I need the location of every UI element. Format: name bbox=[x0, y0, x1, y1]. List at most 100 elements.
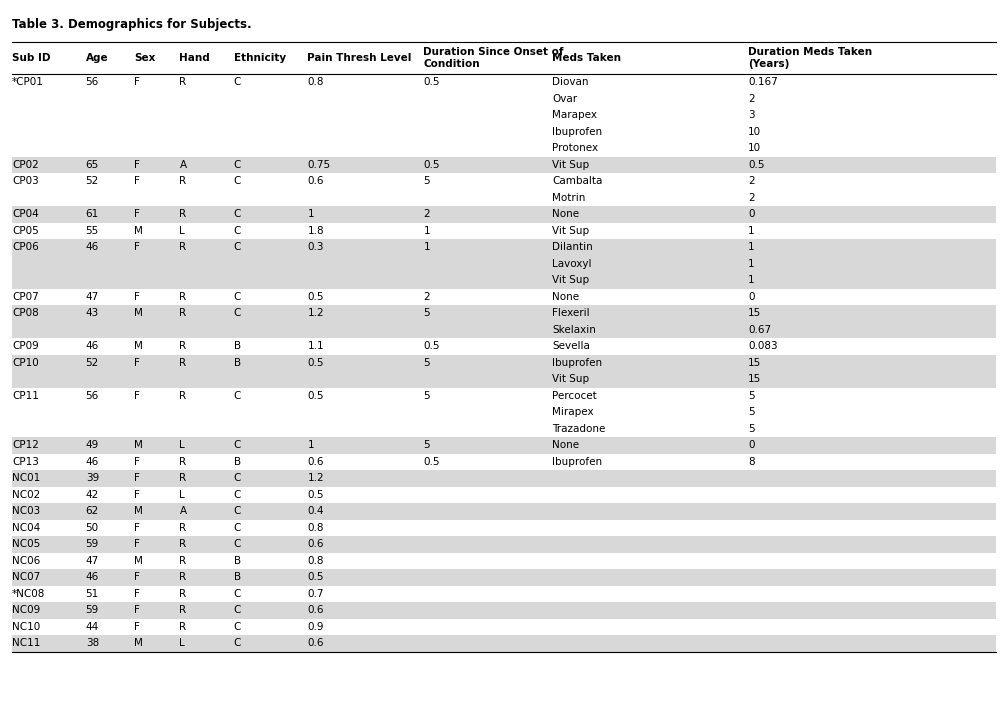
Text: Flexeril: Flexeril bbox=[552, 308, 590, 318]
Text: None: None bbox=[552, 440, 580, 450]
Text: 46: 46 bbox=[86, 457, 99, 467]
Text: 1: 1 bbox=[423, 226, 430, 236]
Text: Percocet: Percocet bbox=[552, 390, 597, 401]
Text: 0.3: 0.3 bbox=[307, 243, 324, 252]
Text: Age: Age bbox=[86, 53, 108, 63]
Text: 0.6: 0.6 bbox=[307, 176, 324, 186]
Text: 0: 0 bbox=[748, 440, 754, 450]
Text: 2: 2 bbox=[748, 176, 755, 186]
Bar bbox=[12, 437, 996, 454]
Text: R: R bbox=[179, 556, 186, 566]
Text: Ibuprofen: Ibuprofen bbox=[552, 127, 603, 137]
Text: NC05: NC05 bbox=[12, 539, 40, 550]
Bar bbox=[12, 486, 996, 503]
Text: 0.5: 0.5 bbox=[423, 341, 439, 351]
Text: C: C bbox=[234, 77, 241, 87]
Text: 1: 1 bbox=[748, 243, 755, 252]
Bar bbox=[12, 388, 996, 404]
Text: R: R bbox=[179, 473, 186, 483]
Text: 5: 5 bbox=[423, 176, 430, 186]
Text: C: C bbox=[234, 605, 241, 615]
Text: 5: 5 bbox=[748, 390, 755, 401]
Text: 0.5: 0.5 bbox=[307, 390, 324, 401]
Text: C: C bbox=[234, 539, 241, 550]
Text: 43: 43 bbox=[86, 308, 99, 318]
Text: 49: 49 bbox=[86, 440, 99, 450]
Bar bbox=[12, 90, 996, 107]
Text: F: F bbox=[134, 622, 140, 632]
Text: Diovan: Diovan bbox=[552, 77, 589, 87]
Text: 56: 56 bbox=[86, 77, 99, 87]
Text: M: M bbox=[134, 440, 143, 450]
Bar bbox=[12, 140, 996, 156]
Text: Protonex: Protonex bbox=[552, 143, 599, 154]
Text: CP03: CP03 bbox=[12, 176, 39, 186]
Text: 1: 1 bbox=[748, 275, 755, 285]
Text: B: B bbox=[234, 556, 241, 566]
Text: C: C bbox=[234, 308, 241, 318]
Text: R: R bbox=[179, 539, 186, 550]
Text: R: R bbox=[179, 308, 186, 318]
Text: CP07: CP07 bbox=[12, 292, 39, 301]
Text: 5: 5 bbox=[423, 440, 430, 450]
Bar bbox=[12, 519, 996, 536]
Text: Vit Sup: Vit Sup bbox=[552, 374, 590, 384]
Text: NC09: NC09 bbox=[12, 605, 40, 615]
Text: 59: 59 bbox=[86, 539, 99, 550]
Text: 0.7: 0.7 bbox=[307, 589, 324, 599]
Text: 39: 39 bbox=[86, 473, 99, 483]
Bar bbox=[12, 355, 996, 371]
Bar bbox=[12, 289, 996, 305]
Text: B: B bbox=[234, 358, 241, 368]
Text: 0.5: 0.5 bbox=[423, 457, 439, 467]
Text: CP13: CP13 bbox=[12, 457, 39, 467]
Text: 1: 1 bbox=[307, 210, 314, 219]
Text: C: C bbox=[234, 622, 241, 632]
Text: NC01: NC01 bbox=[12, 473, 40, 483]
Text: C: C bbox=[234, 390, 241, 401]
Text: CP09: CP09 bbox=[12, 341, 39, 351]
Text: 2: 2 bbox=[748, 193, 755, 203]
Text: 5: 5 bbox=[423, 308, 430, 318]
Text: Mirapex: Mirapex bbox=[552, 407, 594, 417]
Text: 0.6: 0.6 bbox=[307, 605, 324, 615]
Text: 0.67: 0.67 bbox=[748, 325, 771, 335]
Text: 47: 47 bbox=[86, 292, 99, 301]
Text: CP02: CP02 bbox=[12, 160, 39, 170]
Text: 1.2: 1.2 bbox=[307, 473, 324, 483]
Text: M: M bbox=[134, 341, 143, 351]
Text: 5: 5 bbox=[748, 423, 755, 434]
Text: 5: 5 bbox=[423, 358, 430, 368]
Text: M: M bbox=[134, 556, 143, 566]
Text: F: F bbox=[134, 490, 140, 500]
Text: M: M bbox=[134, 226, 143, 236]
Text: 0.083: 0.083 bbox=[748, 341, 777, 351]
Text: 65: 65 bbox=[86, 160, 99, 170]
Text: R: R bbox=[179, 605, 186, 615]
Text: CP04: CP04 bbox=[12, 210, 39, 219]
Text: C: C bbox=[234, 176, 241, 186]
Text: F: F bbox=[134, 605, 140, 615]
Text: M: M bbox=[134, 506, 143, 516]
Bar bbox=[12, 552, 996, 569]
Bar bbox=[12, 42, 996, 74]
Text: Lavoxyl: Lavoxyl bbox=[552, 259, 592, 268]
Text: 2: 2 bbox=[423, 292, 430, 301]
Text: Table 3. Demographics for Subjects.: Table 3. Demographics for Subjects. bbox=[12, 18, 252, 31]
Text: 0.6: 0.6 bbox=[307, 539, 324, 550]
Text: 0: 0 bbox=[748, 210, 754, 219]
Text: R: R bbox=[179, 358, 186, 368]
Text: 0.167: 0.167 bbox=[748, 77, 778, 87]
Bar bbox=[12, 338, 996, 355]
Text: 0.5: 0.5 bbox=[307, 358, 324, 368]
Text: 0.5: 0.5 bbox=[307, 490, 324, 500]
Text: Ethnicity: Ethnicity bbox=[234, 53, 286, 63]
Text: 62: 62 bbox=[86, 506, 99, 516]
Text: NC06: NC06 bbox=[12, 556, 40, 566]
Text: CP11: CP11 bbox=[12, 390, 39, 401]
Text: 0.9: 0.9 bbox=[307, 622, 324, 632]
Text: R: R bbox=[179, 243, 186, 252]
Text: NC10: NC10 bbox=[12, 622, 40, 632]
Text: 15: 15 bbox=[748, 374, 761, 384]
Bar bbox=[12, 107, 996, 123]
